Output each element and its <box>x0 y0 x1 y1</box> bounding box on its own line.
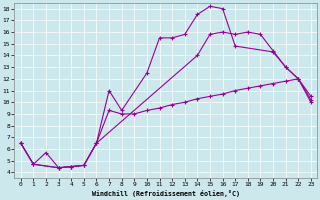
X-axis label: Windchill (Refroidissement éolien,°C): Windchill (Refroidissement éolien,°C) <box>92 190 240 197</box>
